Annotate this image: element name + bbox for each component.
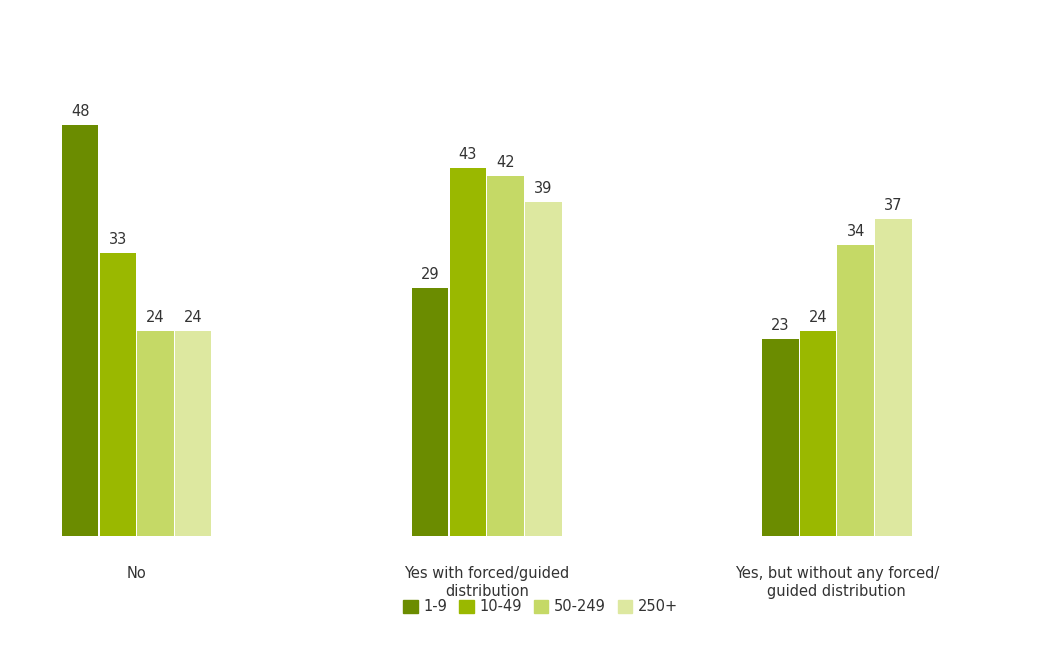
Text: No: No xyxy=(127,566,146,581)
Text: 39: 39 xyxy=(534,181,552,196)
Bar xyxy=(449,168,487,536)
Bar xyxy=(525,202,562,536)
Text: 24: 24 xyxy=(183,309,202,324)
Text: 29: 29 xyxy=(421,267,440,282)
Bar xyxy=(762,339,798,536)
Bar xyxy=(100,254,136,536)
Bar xyxy=(876,219,912,536)
Text: 24: 24 xyxy=(809,309,827,324)
Text: 48: 48 xyxy=(71,104,89,119)
Legend: 1-9, 10-49, 50-249, 250+: 1-9, 10-49, 50-249, 250+ xyxy=(399,594,683,619)
Bar xyxy=(488,177,524,536)
Text: 42: 42 xyxy=(496,156,515,170)
Text: 24: 24 xyxy=(146,309,164,324)
Text: 43: 43 xyxy=(459,146,477,162)
Text: 34: 34 xyxy=(847,224,865,239)
Bar xyxy=(175,331,212,536)
Bar xyxy=(137,331,174,536)
Bar xyxy=(837,245,873,536)
Text: 23: 23 xyxy=(771,318,790,333)
Text: Yes, but without any forced/
guided distribution: Yes, but without any forced/ guided dist… xyxy=(735,566,939,598)
Text: Yes with forced/guided
distribution: Yes with forced/guided distribution xyxy=(404,566,569,598)
Text: 37: 37 xyxy=(884,198,903,213)
Bar xyxy=(61,125,99,536)
Bar xyxy=(412,288,448,536)
Text: 33: 33 xyxy=(109,232,127,247)
Bar xyxy=(799,331,836,536)
